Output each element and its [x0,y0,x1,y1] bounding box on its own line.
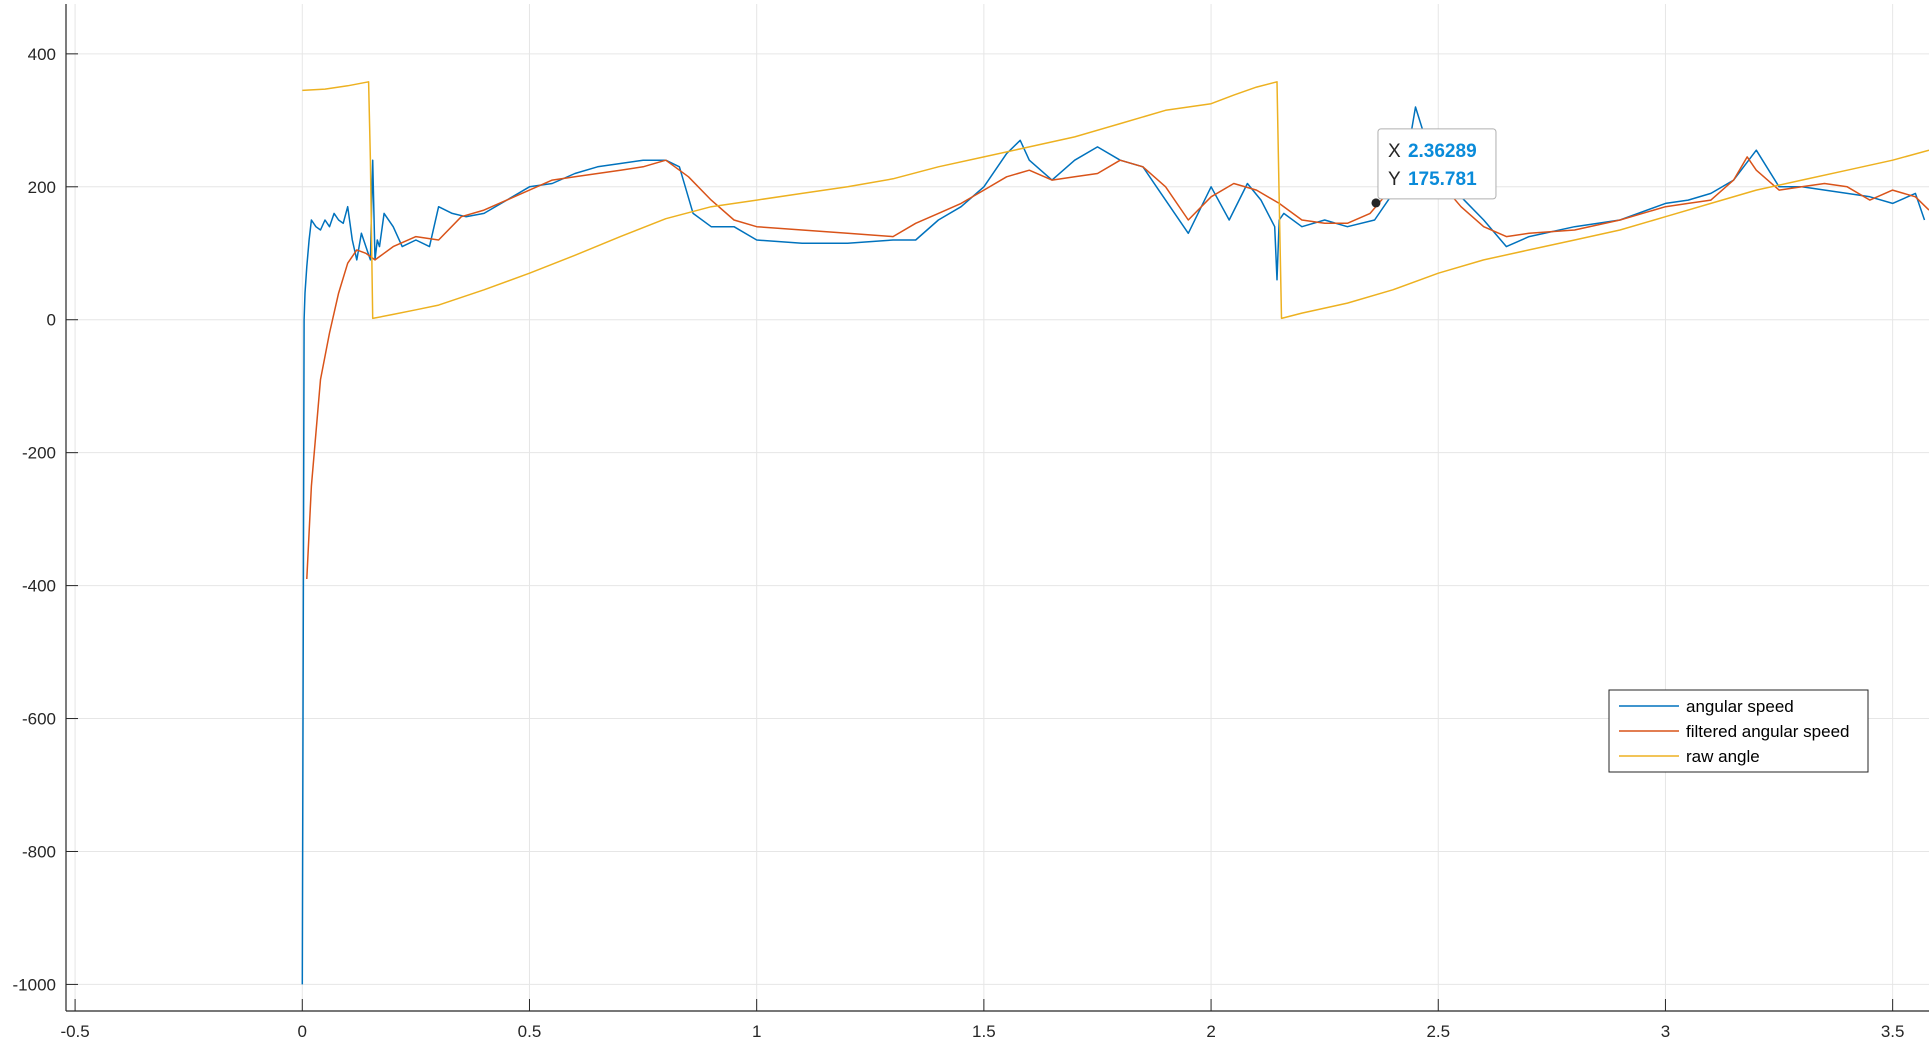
datatip-marker[interactable] [1371,198,1381,208]
datatip-x-label: X [1388,141,1401,162]
series-layer [301,81,1929,985]
x-tick-label: 2 [1206,1022,1215,1041]
y-tick-label: -600 [22,710,56,729]
datatip[interactable]: X 2.36289 Y 175.781 [1371,128,1497,208]
axes [65,4,1929,1012]
tick-labels: -0.5 0 0.5 1 1.5 2 2.5 3 3.5 -1000 -800 -600 -400 -20… [13,45,1905,1041]
legend-label-filtered-angular-speed: filtered angular speed [1686,722,1850,741]
grid-lines [66,4,1929,1011]
y-tick-label: -800 [22,842,56,861]
y-tick-label: -400 [22,577,56,596]
legend-label-raw-angle: raw angle [1686,747,1760,766]
y-tick-label: 0 [47,311,56,330]
x-tick-label: 3 [1661,1022,1670,1041]
legend[interactable]: angular speed filtered angular speed raw… [1608,689,1869,773]
x-tick-label: 1.5 [972,1022,996,1041]
datatip-box [1377,128,1497,200]
x-tick-label: 0 [298,1022,307,1041]
datatip-x-value: 2.36289 [1408,141,1477,162]
angular-speed-line[interactable] [301,106,1926,985]
legend-label-angular-speed: angular speed [1686,697,1794,716]
x-tick-label: 0.5 [518,1022,542,1041]
datatip-y-value: 175.781 [1408,169,1477,190]
x-tick-label: 1 [752,1022,761,1041]
x-tick-label: -0.5 [60,1022,89,1041]
filtered-angular-speed-line[interactable] [306,152,1929,580]
datatip-y-label: Y [1388,169,1401,190]
x-tick-label: 3.5 [1881,1022,1905,1041]
y-tick-label: -200 [22,444,56,463]
y-tick-label: 200 [28,178,56,197]
y-tick-label: -1000 [13,975,56,994]
y-tick-label: 400 [28,45,56,64]
x-tick-label: 2.5 [1426,1022,1450,1041]
raw-angle-line[interactable] [302,81,1929,320]
